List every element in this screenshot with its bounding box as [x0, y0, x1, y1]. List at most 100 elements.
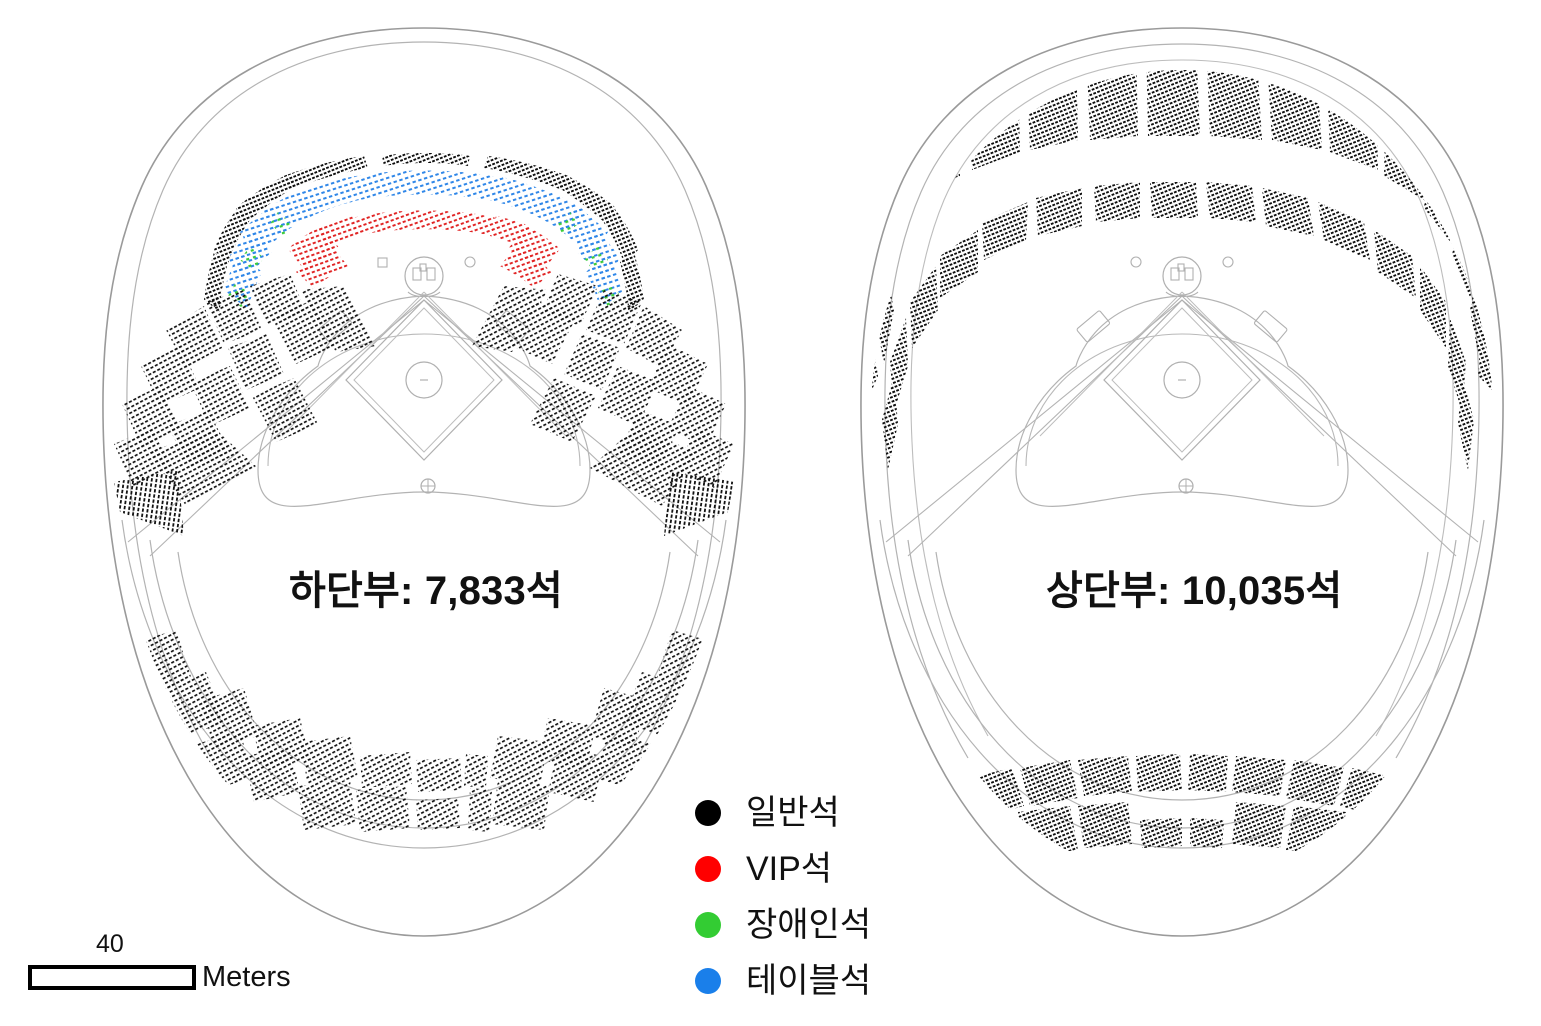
of-section-l10	[360, 752, 412, 788]
of-section-r10	[464, 754, 488, 788]
legend-item-table: 테이블석	[695, 953, 955, 1009]
table-section-center	[346, 170, 502, 202]
u-of-l4	[1136, 754, 1182, 792]
section-left-g12	[114, 428, 172, 488]
section-left-g8	[190, 366, 250, 426]
upper-deck-concourse-ring	[910, 59, 1183, 737]
general-section-upper-left-rail	[236, 174, 296, 224]
of-section-l9	[356, 786, 410, 832]
backstop-arc	[407, 291, 441, 298]
upper-deck-seating-sections	[870, 70, 1494, 862]
infield-diamond-upper	[1103, 299, 1261, 461]
u-sect-c7	[1452, 168, 1484, 300]
outfield-arc-upper	[1015, 295, 1349, 507]
u-in-c1	[1150, 182, 1198, 218]
scale-bar-rect	[28, 965, 196, 990]
u-in-c6	[1420, 266, 1446, 348]
u-in-c2	[1206, 182, 1256, 222]
vip-section-right-lower	[500, 246, 552, 288]
upper-deck-outer-outline	[860, 27, 1504, 937]
u-of-l1	[968, 768, 1024, 818]
table-section-left-a	[300, 177, 352, 218]
circle-marker-icon-vip	[695, 856, 721, 882]
section-left-g1	[206, 290, 262, 344]
home-plate-circle	[404, 256, 444, 296]
general-seating-right-grandstand	[472, 274, 734, 536]
infield-grass-arc-upper	[1025, 333, 1339, 467]
u-of-l5	[962, 812, 1020, 862]
of-section-r6	[538, 718, 596, 768]
of-section-l12	[416, 798, 460, 830]
home-plate-circle-upper	[1162, 256, 1202, 296]
infield-dirt-diamond	[353, 307, 495, 453]
u-of-r3	[1232, 756, 1286, 796]
section-right-g4	[564, 334, 620, 390]
u-of-l7	[1078, 802, 1132, 848]
upper-outfield-bleachers	[962, 754, 1402, 862]
u-of-l8	[1140, 818, 1182, 848]
accessible-section-left-2	[240, 246, 264, 272]
upper-deck-playing-field	[1015, 256, 1349, 507]
u-sect-cm7	[870, 300, 878, 390]
section-right-g9	[530, 378, 596, 442]
u-of-l3	[1078, 756, 1132, 796]
accessible-section-left-1	[270, 212, 292, 236]
u-in-cm2	[982, 202, 1028, 260]
scale-bar-units: Meters	[202, 961, 291, 993]
u-in-cm6	[882, 376, 898, 470]
of-section-l7	[300, 736, 358, 786]
lower-deck-diagram	[102, 27, 746, 937]
u-in-cm1	[1036, 188, 1082, 236]
legend-item-vip: VIP석	[695, 841, 955, 897]
vip-section-right-wing	[508, 226, 560, 272]
general-section-top-left	[284, 156, 368, 190]
home-plate	[419, 263, 427, 272]
u-of-r7	[1232, 802, 1286, 848]
u-in-c8	[1458, 376, 1474, 470]
vip-section-center	[352, 210, 496, 236]
lower-deck-seating-sections	[114, 153, 734, 832]
upper-deck-concourse-ring-r	[1181, 59, 1454, 737]
accessible-section-right-1	[556, 212, 578, 236]
accessible-section-right-2	[584, 246, 608, 272]
infield-dirt-diamond-upper	[1111, 307, 1253, 453]
section-left-g10	[122, 386, 180, 448]
general-seating-upper-arc-group	[204, 153, 644, 312]
foul-line-right-upper	[1181, 291, 1325, 437]
dugout-right-upper	[1253, 310, 1288, 343]
upper-deck-foul-wall-left	[885, 299, 1183, 543]
u-in-c5	[1374, 230, 1416, 298]
upper-deck-inner-ring-left	[884, 43, 1183, 759]
section-right-g1	[586, 290, 642, 344]
u-sect-cm6	[870, 224, 894, 364]
u-of-r5	[1344, 812, 1402, 862]
upper-deck-foul-wall-right-2	[1181, 295, 1457, 557]
batters-box-left-upper	[1170, 267, 1180, 281]
vip-section-left-lower	[296, 246, 348, 288]
u-of-r4	[1188, 754, 1228, 792]
scale-bar-value: 40	[96, 930, 124, 958]
of-section-l6	[252, 718, 310, 768]
section-right-g10	[668, 386, 726, 448]
circle-marker-icon-table	[695, 968, 721, 994]
lower-deck-inner-ring-right	[423, 41, 722, 757]
batters-box-left	[412, 267, 422, 281]
general-section-upper-left-rail2	[214, 208, 250, 264]
general-section-upper-right-rail3	[620, 252, 644, 312]
of-section-r7	[490, 736, 548, 786]
lower-deck-label: 하단부: 7,833석	[289, 569, 563, 613]
backstop-arc-upper	[1165, 291, 1199, 298]
u-sect-cm5	[870, 168, 892, 300]
table-section-right-a	[496, 177, 548, 218]
section-right-g12	[676, 428, 734, 488]
u-of-r6	[1286, 806, 1346, 856]
on-deck-marker-left	[377, 257, 388, 268]
u-in-c0	[1094, 182, 1140, 222]
general-seating-outfield-bleachers	[142, 630, 706, 832]
section-right-g6	[472, 286, 548, 352]
general-section-upper-right-rail2	[602, 208, 638, 264]
section-right-g8	[598, 366, 658, 426]
legend-item-accessible: 장애인석	[695, 897, 955, 953]
